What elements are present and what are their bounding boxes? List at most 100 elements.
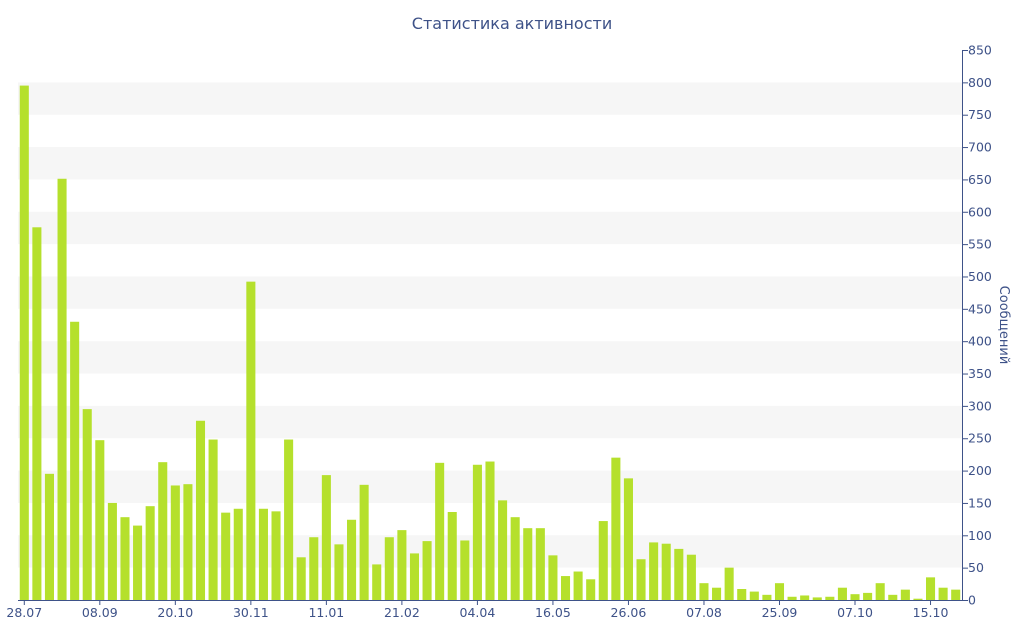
- bar[interactable]: [44, 473, 54, 600]
- bar[interactable]: [837, 587, 847, 600]
- bar[interactable]: [598, 521, 608, 600]
- bar[interactable]: [737, 589, 747, 600]
- y-tick-label: 300: [968, 398, 992, 413]
- bar[interactable]: [686, 554, 696, 600]
- bar[interactable]: [560, 576, 571, 600]
- bar[interactable]: [913, 598, 923, 600]
- x-tick-label: 11.01: [308, 605, 344, 620]
- bar[interactable]: [460, 540, 470, 600]
- bar[interactable]: [951, 589, 961, 600]
- grid-band: [18, 82, 962, 115]
- bar[interactable]: [158, 462, 168, 600]
- bar[interactable]: [384, 537, 394, 600]
- bar[interactable]: [900, 589, 910, 600]
- bar[interactable]: [271, 511, 281, 600]
- bar[interactable]: [321, 475, 331, 600]
- bar[interactable]: [107, 502, 117, 600]
- bar[interactable]: [649, 542, 659, 600]
- bar[interactable]: [120, 517, 130, 600]
- bar[interactable]: [258, 508, 268, 600]
- y-tick-label: 800: [968, 75, 992, 90]
- bar[interactable]: [875, 583, 885, 600]
- bar[interactable]: [787, 596, 797, 600]
- y-tick-label: 250: [968, 431, 992, 446]
- bar[interactable]: [611, 457, 621, 600]
- bar[interactable]: [347, 519, 357, 600]
- bar[interactable]: [334, 544, 344, 600]
- bar[interactable]: [170, 485, 180, 600]
- y-tick-label: 750: [968, 107, 992, 122]
- bar[interactable]: [57, 178, 67, 600]
- bars: [19, 85, 961, 600]
- bar[interactable]: [498, 500, 508, 600]
- bar[interactable]: [133, 525, 143, 600]
- bar[interactable]: [246, 281, 256, 600]
- y-tick-label: 50: [968, 560, 984, 575]
- bar[interactable]: [19, 85, 29, 600]
- bar[interactable]: [447, 512, 457, 600]
- bar[interactable]: [712, 587, 722, 600]
- bar[interactable]: [926, 577, 936, 600]
- bar[interactable]: [724, 567, 734, 600]
- grid-band: [18, 341, 962, 374]
- bar[interactable]: [535, 528, 545, 600]
- y-tick-label: 400: [968, 334, 992, 349]
- bar[interactable]: [825, 596, 835, 600]
- x-tick-label: 07.08: [686, 605, 722, 620]
- bar[interactable]: [372, 564, 382, 600]
- bar[interactable]: [359, 484, 369, 600]
- bar[interactable]: [938, 587, 948, 600]
- x-tick-label: 15.10: [913, 605, 949, 620]
- bar[interactable]: [485, 461, 495, 600]
- bar[interactable]: [296, 557, 306, 600]
- bar[interactable]: [145, 506, 155, 600]
- bar[interactable]: [573, 571, 583, 600]
- bar[interactable]: [850, 594, 860, 600]
- bar[interactable]: [636, 559, 646, 600]
- bar[interactable]: [95, 440, 105, 600]
- bar[interactable]: [749, 591, 759, 600]
- bar[interactable]: [183, 484, 193, 600]
- bar[interactable]: [674, 548, 684, 600]
- grid-band: [18, 405, 962, 439]
- bar[interactable]: [195, 420, 206, 600]
- bar[interactable]: [422, 541, 432, 600]
- bar[interactable]: [233, 508, 243, 600]
- bar[interactable]: [762, 594, 772, 600]
- bar[interactable]: [661, 543, 671, 600]
- x-tick-label: 08.09: [82, 605, 118, 620]
- bar[interactable]: [82, 409, 92, 600]
- bar[interactable]: [309, 537, 319, 600]
- y-tick-label: 700: [968, 140, 992, 155]
- bar[interactable]: [70, 321, 80, 600]
- bar[interactable]: [208, 439, 218, 600]
- bar[interactable]: [472, 464, 482, 600]
- y-tick-label: 150: [968, 495, 992, 510]
- bar[interactable]: [548, 555, 558, 600]
- bar[interactable]: [284, 439, 294, 600]
- bar[interactable]: [409, 553, 420, 600]
- x-tick-label: 28.07: [6, 605, 42, 620]
- bar[interactable]: [699, 583, 709, 600]
- y-tick-label: 650: [968, 172, 992, 187]
- y-tick-label: 0: [968, 593, 976, 608]
- x-tick-label: 20.10: [157, 605, 193, 620]
- x-tick-label: 04.04: [460, 605, 496, 620]
- bar[interactable]: [510, 517, 520, 600]
- bar[interactable]: [623, 478, 633, 600]
- x-tick-label: 30.11: [233, 605, 269, 620]
- bar[interactable]: [397, 530, 407, 600]
- bar[interactable]: [774, 583, 785, 600]
- bar[interactable]: [586, 579, 596, 600]
- bar[interactable]: [888, 594, 898, 600]
- y-ticks: 0 50 100 150 200 250 300 350 400 450 500 550 600 650 7…: [962, 43, 992, 608]
- bar[interactable]: [435, 462, 445, 600]
- bar[interactable]: [221, 512, 231, 600]
- bar[interactable]: [32, 227, 42, 600]
- bar[interactable]: [863, 592, 873, 600]
- bar[interactable]: [800, 595, 810, 600]
- chart-title: Статистика активности: [411, 14, 613, 33]
- x-tick-label: 26.06: [611, 605, 647, 620]
- bar[interactable]: [812, 597, 822, 600]
- bar[interactable]: [523, 528, 533, 600]
